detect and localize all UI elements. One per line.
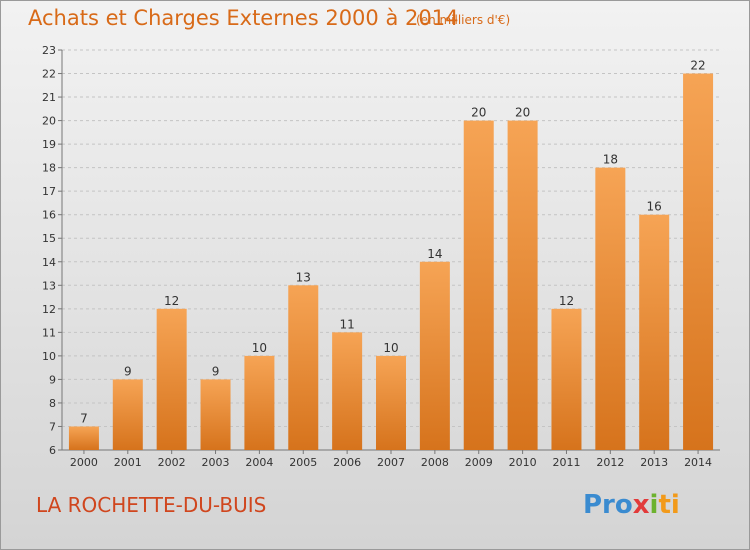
y-tick-label: 23: [42, 44, 56, 57]
y-tick-label: 21: [42, 91, 56, 104]
logo-part-2: x: [632, 490, 650, 520]
x-tick-label: 2011: [552, 456, 580, 469]
data-label-2009: 20: [471, 106, 486, 120]
x-tick-label: 2012: [596, 456, 624, 469]
x-tick-label: 2013: [640, 456, 668, 469]
bars: [68, 73, 714, 451]
data-label-2001: 9: [124, 364, 132, 378]
data-label-2014: 22: [690, 59, 705, 73]
y-tick-label: 12: [42, 303, 56, 316]
y-tick-label: 17: [42, 185, 56, 198]
bar-2001: [112, 379, 143, 450]
proxiti-logo[interactable]: Proxiti: [583, 490, 680, 520]
data-label-2012: 18: [603, 153, 618, 167]
x-tick-label: 2009: [465, 456, 493, 469]
y-tick-label: 13: [42, 279, 56, 292]
data-label-2000: 7: [80, 411, 88, 425]
data-label-2010: 20: [515, 106, 530, 120]
x-tick-label: 2001: [114, 456, 142, 469]
x-tick-label: 2002: [158, 456, 186, 469]
bar-2011: [551, 308, 582, 450]
commune-name: LA ROCHETTE-DU-BUIS: [36, 493, 267, 517]
y-tick-label: 6: [49, 444, 56, 457]
data-label-2004: 10: [252, 341, 267, 355]
data-label-2011: 12: [559, 294, 574, 308]
bar-2006: [332, 332, 363, 450]
data-label-2006: 11: [339, 317, 354, 331]
x-tick-label: 2004: [245, 456, 273, 469]
bar-2002: [156, 308, 187, 450]
data-label-2003: 9: [212, 364, 220, 378]
logo-part-4: ti: [658, 490, 680, 520]
bar-2000: [68, 426, 99, 450]
x-tick-label: 2008: [421, 456, 449, 469]
bar-2012: [595, 167, 626, 450]
x-tick-label: 2000: [70, 456, 98, 469]
data-labels: 7 9 12 9 10 13 11 10 14 20 20 12 18 16 22: [80, 59, 706, 426]
data-label-2002: 12: [164, 294, 179, 308]
x-tick-label: 2010: [509, 456, 537, 469]
bar-2013: [639, 214, 670, 450]
data-label-2008: 14: [427, 247, 442, 261]
bar-2014: [683, 73, 714, 450]
bar-2004: [244, 355, 275, 450]
x-tick-label: 2007: [377, 456, 405, 469]
logo-part-3: i: [649, 490, 659, 520]
bar-2008: [419, 261, 450, 450]
y-tick-label: 16: [42, 209, 56, 222]
data-label-2005: 13: [296, 270, 311, 284]
y-tick-label: 20: [42, 115, 56, 128]
y-tick-label: 11: [42, 326, 56, 339]
y-tick-label: 9: [49, 373, 56, 386]
y-tick-label: 14: [42, 256, 56, 269]
x-tick-label: 2003: [202, 456, 230, 469]
bar-2003: [200, 379, 231, 450]
data-label-2007: 10: [383, 341, 398, 355]
logo-part-1: Pro: [583, 490, 633, 520]
y-tick-label: 7: [49, 420, 56, 433]
y-tick-label: 22: [42, 68, 56, 81]
data-label-2013: 16: [647, 200, 662, 214]
x-tick-label: 2014: [684, 456, 712, 469]
x-tick-label: 2006: [333, 456, 361, 469]
bar-2010: [507, 120, 538, 451]
y-tick-label: 10: [42, 350, 56, 363]
y-tick-label: 15: [42, 232, 56, 245]
bar-2007: [376, 355, 406, 450]
y-tick-label: 8: [49, 397, 56, 410]
x-tick-label: 2005: [289, 456, 317, 469]
chart-unit: (en milliers d'€): [416, 13, 511, 27]
y-tick-label: 19: [42, 138, 56, 151]
bar-2009: [463, 120, 494, 451]
chart-title: Achats et Charges Externes 2000 à 2014: [28, 6, 459, 30]
bar-2005: [288, 285, 319, 450]
y-tick-label: 18: [42, 162, 56, 175]
